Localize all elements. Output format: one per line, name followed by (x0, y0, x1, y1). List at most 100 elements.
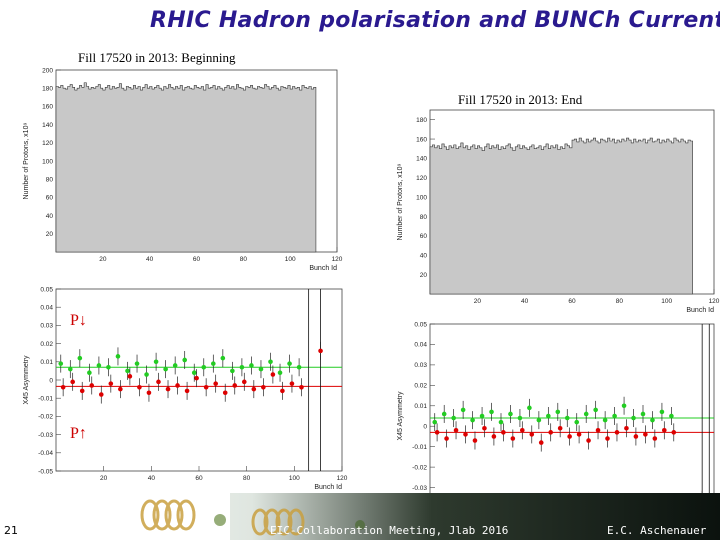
red-data-point (538, 440, 544, 445)
y-tick-label: 0.04 (414, 342, 427, 349)
y-tick-label: 0 (49, 377, 53, 384)
red-data-point (671, 430, 677, 435)
y-tick-label: 0.04 (40, 305, 53, 312)
green-data-point (153, 359, 159, 365)
green-data-point (479, 413, 485, 419)
y-tick-label: -0.02 (38, 414, 53, 421)
y-axis-title: Number of Protons, x10⁹ (397, 164, 404, 241)
red-data-point (270, 372, 276, 377)
x-tick-label: 100 (289, 475, 300, 482)
red-data-point (108, 381, 114, 386)
red-data-point (156, 379, 161, 385)
x-tick-label: 20 (100, 475, 108, 482)
slide-title: RHIC Hadron polarisation and BUNCh Curre… (150, 8, 720, 33)
green-data-point (546, 413, 551, 419)
x-tick-label: 120 (709, 298, 720, 305)
red-data-point (434, 430, 440, 435)
green-data-point (527, 405, 532, 411)
y-tick-label: 40 (46, 213, 54, 220)
red-data-point (261, 384, 266, 390)
green-data-point (125, 368, 130, 374)
x-tick-label: 120 (337, 475, 348, 482)
y-tick-label: 0.01 (414, 403, 427, 410)
red-data-point (605, 436, 610, 441)
red-data-point (576, 432, 582, 437)
y-tick-label: 80 (46, 177, 54, 184)
y-tick-label: 0.05 (40, 286, 53, 293)
y-tick-label: 0.01 (40, 359, 53, 366)
green-data-point (96, 363, 102, 368)
red-data-point (289, 381, 295, 386)
green-data-point (106, 364, 111, 370)
red-data-point (557, 425, 563, 431)
red-data-point (595, 428, 601, 433)
red-data-point (175, 383, 180, 388)
y-tick-label: 100 (416, 194, 427, 201)
y-axis-title: X45 Asymmetry (23, 355, 30, 405)
footer-meeting: EIC-Collaboration Meeting, Jlab 2016 (270, 524, 509, 537)
green-data-point (498, 419, 504, 425)
footer-author: E.C. Aschenauer (607, 524, 707, 537)
red-data-point (280, 388, 285, 394)
green-data-point (508, 411, 513, 417)
green-data-point (58, 361, 64, 366)
green-data-point (182, 357, 187, 363)
red-data-point (510, 436, 516, 441)
red-data-point (444, 436, 449, 441)
green-data-point (470, 417, 475, 423)
histogram-bars (429, 137, 693, 295)
red-data-point (299, 384, 304, 390)
green-data-point (640, 411, 646, 417)
hist-end-chart: 20 40 60 80 100 120 20 40 60 80 100 120 140 160 180 Bun… (397, 109, 720, 314)
x-tick-label: 120 (332, 256, 343, 263)
green-data-point (268, 359, 273, 365)
green-data-point (144, 372, 149, 377)
green-data-point (659, 409, 665, 415)
hist-end-title: Fill 17520 in 2013: End (458, 92, 583, 107)
green-data-point (296, 364, 302, 370)
red-data-point (60, 384, 66, 390)
green-data-point (602, 417, 608, 423)
red-data-point (643, 432, 648, 437)
green-data-point (555, 409, 561, 415)
x-axis-title: Bunch Id (686, 307, 714, 314)
green-data-point (172, 363, 178, 368)
green-data-point (163, 366, 168, 372)
green-data-point (220, 355, 226, 361)
green-data-point (201, 364, 207, 370)
y-tick-label: 80 (420, 214, 428, 221)
green-data-point (564, 415, 570, 421)
x-tick-label: 40 (148, 475, 156, 482)
x-axis-title: Bunch Id (314, 484, 342, 491)
hist-begin-chart: 20 40 60 80 100 120 20 40 60 80 100 120 140 160 180 200… (23, 67, 343, 272)
green-data-point (258, 366, 264, 372)
y-tick-label: 20 (420, 272, 428, 279)
red-data-point (79, 388, 85, 394)
x-tick-label: 60 (195, 475, 203, 482)
red-data-point (118, 386, 123, 392)
green-data-point (287, 361, 292, 366)
y-tick-label: 0.05 (414, 321, 427, 328)
red-data-point (70, 379, 75, 385)
histogram-bars (55, 82, 317, 253)
red-data-point (203, 384, 209, 390)
red-data-point (213, 381, 218, 386)
red-data-point (529, 432, 535, 437)
y-tick-label: 160 (42, 104, 53, 111)
green-data-point (249, 363, 254, 368)
y-tick-label: 180 (416, 117, 427, 124)
y-tick-label: 0 (423, 424, 427, 431)
green-data-point (451, 415, 456, 421)
red-data-point (98, 392, 104, 397)
green-data-point (517, 415, 523, 421)
green-data-point (650, 417, 655, 423)
green-data-point (441, 411, 447, 417)
red-data-point (194, 375, 199, 381)
x-tick-label: 80 (616, 298, 624, 305)
red-data-point (453, 428, 459, 433)
green-data-point (68, 366, 73, 372)
green-data-point (115, 354, 121, 359)
y-tick-label: 0.03 (414, 362, 427, 369)
y-tick-label: -0.03 (412, 485, 427, 492)
y-tick-label: -0.05 (38, 468, 53, 475)
